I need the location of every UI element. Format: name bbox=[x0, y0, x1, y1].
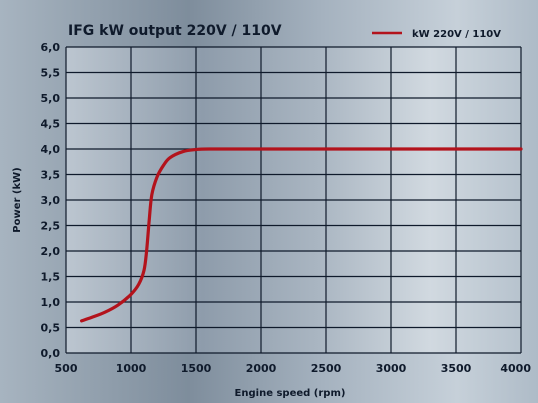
legend: kW 220V / 110V bbox=[372, 29, 501, 40]
y-tick-label: 1,0 bbox=[41, 296, 61, 309]
y-tick-labels: 0,0 0,5 1,0 1,5 2,0 2,5 3,0 3,5 4,0 4,5 5,0 5,5 6,0 bbox=[41, 41, 61, 360]
y-tick-label: 0,0 bbox=[41, 347, 61, 360]
y-tick-label: 4,0 bbox=[41, 143, 61, 156]
chart-title: IFG kW output 220V / 110V bbox=[68, 23, 282, 39]
x-tick-labels: 500 1000 1500 2000 2500 3000 3500 4000 bbox=[55, 362, 532, 375]
y-tick-label: 3,5 bbox=[41, 169, 61, 182]
y-tick-label: 4,5 bbox=[41, 118, 61, 131]
x-tick-label: 2500 bbox=[311, 362, 342, 375]
x-tick-label: 2000 bbox=[246, 362, 277, 375]
y-tick-label: 1,5 bbox=[41, 271, 61, 284]
x-tick-label: 3000 bbox=[376, 362, 407, 375]
x-tick-label: 1000 bbox=[116, 362, 147, 375]
y-tick-label: 5,5 bbox=[41, 67, 61, 80]
y-tick-label: 2,0 bbox=[41, 245, 61, 258]
legend-label: kW 220V / 110V bbox=[412, 29, 501, 40]
x-tick-label: 3500 bbox=[441, 362, 472, 375]
y-tick-label: 2,5 bbox=[41, 220, 61, 233]
x-tick-label: 1500 bbox=[181, 362, 212, 375]
x-tick-label: 500 bbox=[55, 362, 78, 375]
grid bbox=[65, 46, 522, 354]
y-tick-label: 0,5 bbox=[41, 322, 61, 335]
y-axis-label: Power (kW) bbox=[12, 167, 23, 232]
series-layer bbox=[80, 147, 523, 323]
series-line-kw bbox=[80, 147, 523, 323]
y-tick-label: 5,0 bbox=[41, 92, 61, 105]
y-tick-label: 6,0 bbox=[41, 41, 61, 54]
x-axis-label: Engine speed (rpm) bbox=[235, 388, 346, 399]
x-tick-label: 4000 bbox=[500, 362, 531, 375]
y-tick-label: 3,0 bbox=[41, 194, 61, 207]
